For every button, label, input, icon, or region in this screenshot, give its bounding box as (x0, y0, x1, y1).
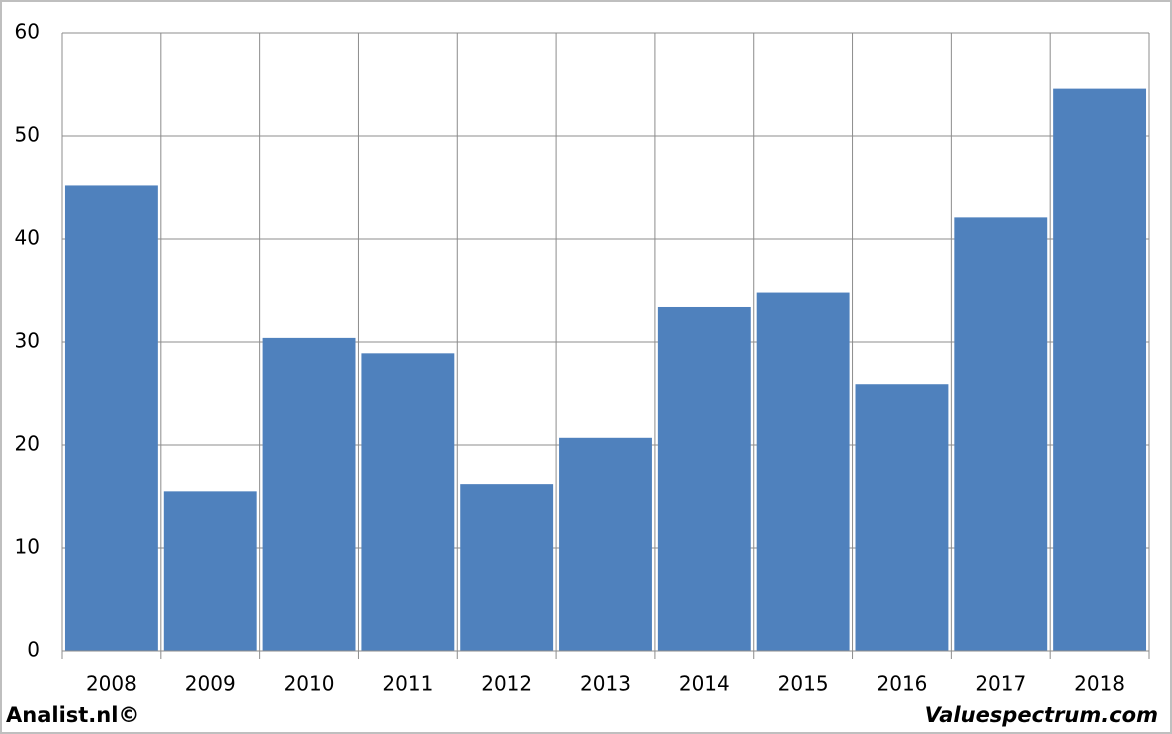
bar (361, 353, 455, 651)
bar (1053, 88, 1147, 652)
y-tick-label: 60 (15, 20, 40, 44)
x-tick-label: 2015 (778, 672, 829, 696)
bar (954, 217, 1048, 651)
x-tick-label: 2013 (580, 672, 631, 696)
x-tick-label: 2016 (877, 672, 928, 696)
x-tick-label: 2017 (975, 672, 1026, 696)
bar (657, 306, 751, 651)
y-tick-label: 10 (15, 535, 40, 559)
y-tick-label: 20 (15, 432, 40, 456)
footer-right: Valuespectrum.com (925, 703, 1158, 727)
bar (855, 384, 949, 651)
bar (163, 491, 257, 651)
bar (64, 185, 158, 651)
footer-left: Analist.nl© (6, 703, 139, 727)
x-tick-label: 2008 (86, 672, 137, 696)
x-tick-label: 2010 (284, 672, 335, 696)
x-tick-label: 2018 (1074, 672, 1125, 696)
y-tick-label: 0 (27, 638, 40, 662)
x-tick-label: 2012 (481, 672, 532, 696)
y-tick-label: 40 (15, 226, 40, 250)
x-tick-label: 2011 (382, 672, 433, 696)
bar (756, 292, 850, 651)
bar (262, 337, 356, 651)
y-tick-label: 50 (15, 123, 40, 147)
bar (559, 437, 652, 651)
x-tick-label: 2014 (679, 672, 730, 696)
y-tick-label: 30 (15, 329, 40, 353)
x-tick-label: 2009 (185, 672, 236, 696)
bar (460, 484, 554, 651)
